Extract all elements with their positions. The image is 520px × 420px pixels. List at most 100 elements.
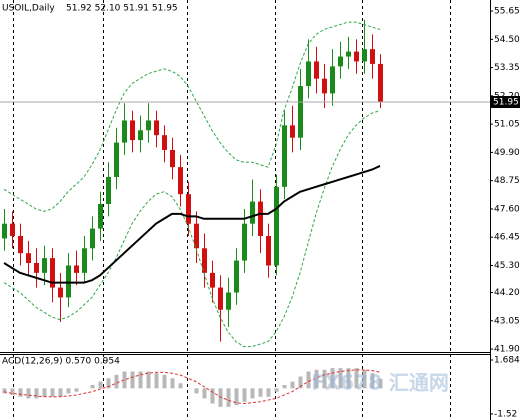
candle-body: [90, 228, 95, 249]
watermark: FX678 汇通网: [311, 371, 449, 395]
y-tick-label: 54.50: [494, 35, 520, 45]
period-separators: [13, 0, 451, 420]
macd-bar: [226, 388, 231, 407]
macd-bar: [66, 388, 71, 394]
y-tick-label: 46.45: [494, 233, 520, 243]
macd-bar: [202, 388, 207, 399]
overlay-line: [3, 110, 381, 348]
overlay-line: [3, 165, 381, 284]
candle-body: [306, 61, 311, 87]
y-tick-label: -1.52: [494, 409, 517, 419]
macd-bar: [90, 384, 95, 389]
macd-bar: [314, 369, 319, 389]
macd-bar: [50, 388, 55, 397]
macd-bar: [354, 368, 359, 389]
macd-bar: [170, 378, 175, 389]
macd-bar: [194, 388, 199, 394]
macd-bar: [130, 371, 135, 389]
macd-bar: [290, 381, 295, 389]
candle-body: [370, 49, 375, 64]
candle-body: [378, 63, 383, 103]
macd-bar: [42, 388, 47, 397]
candle-body: [50, 258, 55, 288]
candle-body: [290, 125, 295, 138]
candle-body: [34, 263, 39, 273]
candle-body: [122, 120, 127, 143]
y-tick-label: 45.30: [494, 261, 520, 271]
candle-body: [170, 149, 175, 168]
candle-body: [234, 260, 239, 293]
y-tick-label: 51.05: [494, 120, 520, 130]
candle-body: [274, 186, 279, 266]
current-price-label: 51.95: [493, 98, 519, 108]
macd-bar: [98, 381, 103, 389]
y-tick-label: 1.684: [494, 355, 520, 365]
candle-body: [242, 223, 247, 261]
candle-body: [66, 265, 71, 298]
macd-bar: [210, 388, 215, 404]
macd-bar: [234, 388, 239, 406]
candle-body: [258, 201, 263, 236]
candle-body: [194, 223, 199, 249]
chart-title: USOIL,Daily: [2, 4, 55, 14]
ohlc-text: 51.92 52.10 51.91 51.95: [66, 4, 178, 14]
candle-body: [322, 78, 327, 94]
y-tick-label: 53.35: [494, 63, 520, 73]
candle-body: [42, 258, 47, 273]
y-tick-label: 49.90: [494, 148, 520, 158]
macd-bar: [146, 371, 151, 389]
macd-bar: [258, 388, 263, 397]
macd-bar: [306, 371, 311, 389]
macd-bar: [266, 388, 271, 397]
macd-title: ACD(12,26,9) 0.570 0.954: [2, 357, 120, 367]
macd-bar: [154, 373, 159, 389]
candle-body: [98, 204, 103, 229]
candle-body: [338, 56, 343, 67]
candle-body: [298, 86, 303, 138]
candle-body: [2, 223, 7, 239]
candle-body: [314, 61, 319, 79]
macd-bar: [274, 388, 279, 392]
macd-bar: [338, 368, 343, 389]
candle-body: [154, 120, 159, 136]
candle-body: [82, 248, 87, 273]
macd-bar: [138, 371, 143, 389]
candle-body: [18, 235, 23, 254]
candle-body: [58, 287, 63, 298]
macd-bar: [242, 388, 247, 402]
candle-body: [362, 49, 367, 62]
macd-bar: [58, 388, 63, 397]
candle-body: [226, 292, 231, 310]
macd-bar: [34, 388, 39, 399]
macd-bar: [370, 373, 375, 389]
candle-body: [250, 201, 255, 224]
y-tick-label: 43.05: [494, 316, 520, 326]
candle-body: [146, 120, 151, 131]
candle-body: [346, 51, 351, 57]
candle-body: [162, 135, 167, 150]
candle-body: [354, 51, 359, 62]
macd-bar: [114, 374, 119, 389]
macd-bar: [178, 383, 183, 389]
y-tick-label: 47.60: [494, 204, 520, 214]
macd-bar: [218, 388, 223, 407]
candle-body: [10, 223, 15, 236]
macd-bar: [106, 378, 111, 389]
candle-body: [330, 66, 335, 94]
overlay-line: [3, 21, 381, 212]
y-tick-label: 41.90: [494, 345, 520, 355]
candle-body: [210, 272, 215, 288]
candle-body: [282, 125, 287, 187]
candle-body: [186, 194, 191, 224]
macd-bar: [250, 388, 255, 399]
candle-body: [138, 130, 143, 141]
macd-bar: [362, 369, 367, 389]
macd-bar: [10, 388, 15, 396]
candle-body: [130, 120, 135, 141]
macd-bar: [162, 374, 167, 389]
candle-body: [266, 235, 271, 266]
macd-bar: [298, 376, 303, 389]
candle-body: [74, 265, 79, 273]
candle-body: [202, 248, 207, 273]
